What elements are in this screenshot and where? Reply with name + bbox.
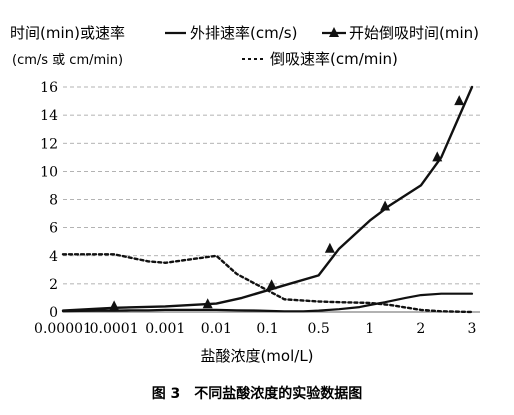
x-tick-label: 0.01 [201,321,232,337]
legend-label-backflow: 倒吸速率(cm/min) [270,50,398,68]
y-tick-label: 4 [49,249,58,265]
y-axis-title-line2: (cm/s 或 cm/min) [12,53,123,68]
x-tick-label: 2 [416,321,425,337]
triangle-marker [202,298,213,309]
y-tick-label: 16 [40,80,58,96]
y-axis-ticks: 0 2 4 6 8 10 12 14 16 [40,80,58,321]
legend-label-outflow: 外排速率(cm/s) [190,24,297,42]
x-tick-label: 0.0001 [90,321,139,337]
series-lines [61,85,474,314]
series-markers [109,95,465,311]
x-tick-label: 0.001 [145,321,185,337]
x-tick-label: 0.5 [307,321,329,337]
y-tick-label: 14 [40,108,58,124]
triangle-marker [432,151,443,162]
triangle-marker [324,242,335,253]
x-tick-label: 1 [365,321,374,337]
triangle-marker [109,300,120,311]
triangle-marker [380,200,391,211]
series-line-backflow [61,253,474,314]
series-line-outflow [61,292,474,313]
legend-marker-start-time [329,27,339,37]
y-tick-label: 2 [49,277,58,293]
series-line-start-time [61,85,474,312]
triangle-marker [454,95,465,106]
legend: 外排速率(cm/s) 开始倒吸时间(min) 倒吸速率(cm/min) [165,24,479,68]
gridlines [63,86,480,285]
x-tick-label: 0.00001 [34,321,92,337]
y-axis-title-line1: 时间(min)或速率 [10,24,125,42]
x-tick-label: 3 [468,321,477,337]
y-tick-label: 8 [49,193,58,209]
legend-label-start-time: 开始倒吸时间(min) [349,24,479,42]
figure-caption: 图 3 不同盐酸浓度的实验数据图 [152,385,363,402]
y-tick-label: 6 [49,221,58,237]
triangle-marker [266,279,277,290]
y-tick-label: 0 [49,305,58,321]
x-axis-title: 盐酸浓度(mol/L) [200,347,313,365]
x-tick-label: 0.1 [256,321,278,337]
y-tick-label: 10 [40,164,58,180]
y-tick-label: 12 [40,136,58,152]
